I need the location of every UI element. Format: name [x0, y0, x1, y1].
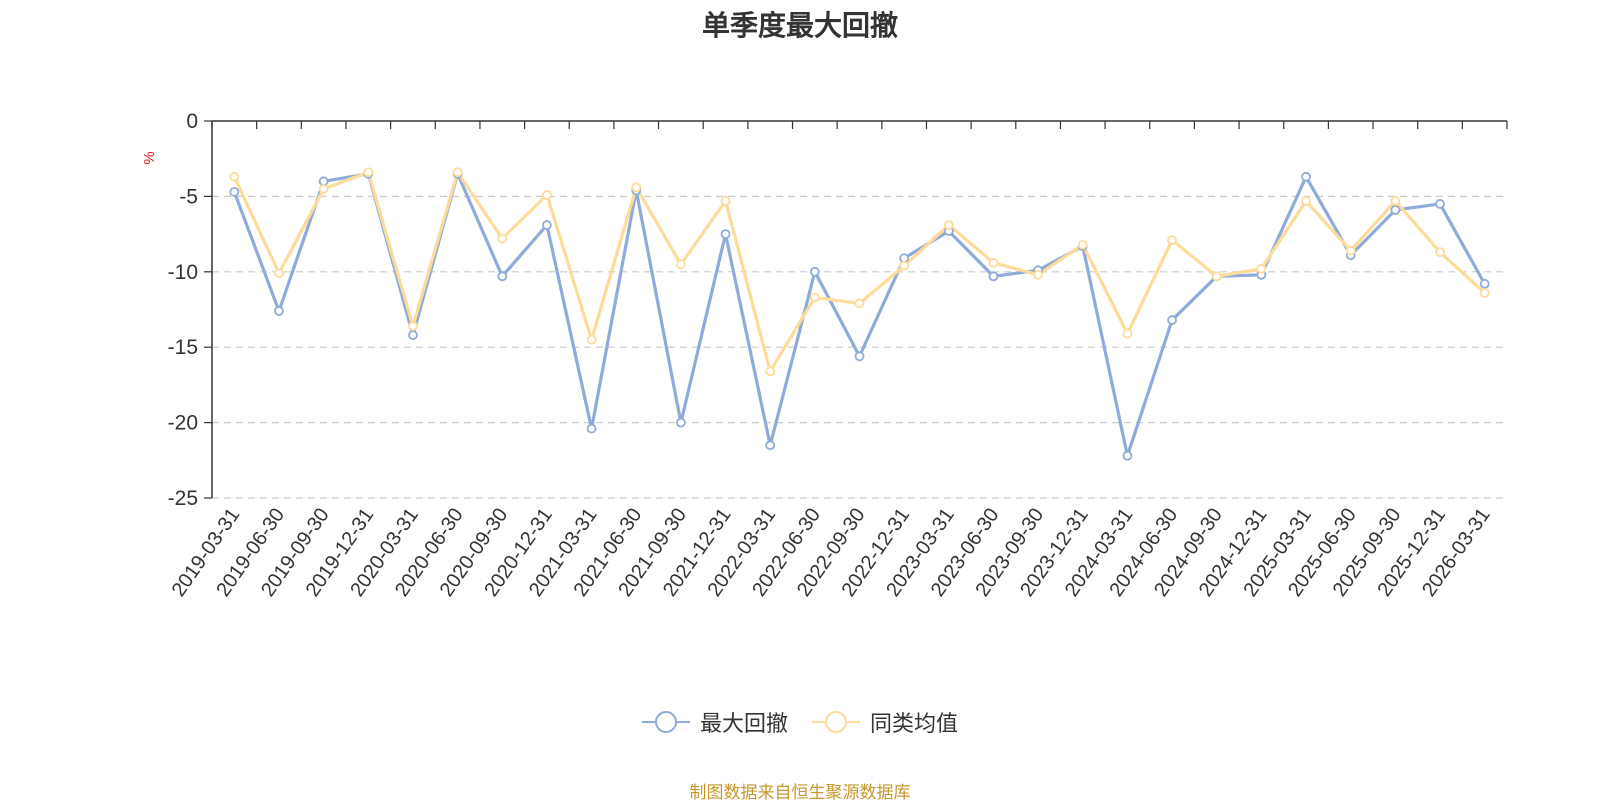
data-point	[1345, 245, 1356, 256]
data-point	[408, 330, 418, 341]
data-point	[720, 196, 731, 206]
data-point	[452, 167, 463, 178]
data-point	[274, 268, 284, 279]
data-point	[229, 171, 240, 182]
data-point	[1435, 247, 1445, 258]
data-point	[854, 351, 865, 362]
data-point	[720, 229, 731, 240]
data-point	[1390, 205, 1401, 215]
legend-line-marker-icon	[812, 711, 860, 733]
data-point	[1301, 171, 1311, 182]
y-tick-label: -25	[168, 487, 198, 510]
data-point	[1122, 328, 1133, 339]
data-point	[899, 260, 910, 271]
data-point	[1167, 315, 1177, 325]
data-point	[1390, 196, 1401, 206]
data-point	[542, 220, 552, 230]
legend: 最大回撤 同类均值	[0, 706, 1600, 738]
data-point	[809, 266, 820, 277]
data-point	[1256, 263, 1267, 274]
source-note: 制图数据来自恒生聚源数据库	[689, 783, 911, 803]
chart-title: 单季度最大回撤	[701, 9, 898, 42]
data-point	[988, 271, 999, 282]
data-point	[988, 257, 999, 268]
y-tick-label: -10	[168, 261, 198, 284]
data-point	[1033, 269, 1044, 280]
data-point	[631, 182, 642, 193]
data-point	[586, 334, 597, 345]
data-point	[1211, 271, 1222, 282]
data-point	[765, 366, 776, 377]
data-point	[675, 259, 686, 270]
y-tick-label: -5	[179, 185, 198, 208]
data-point	[1122, 450, 1133, 461]
data-point	[1435, 199, 1445, 209]
data-point	[497, 233, 508, 244]
y-axis-unit-label: %	[141, 151, 158, 164]
data-point	[363, 167, 374, 178]
legend-item-peer-average[interactable]: 同类均值	[812, 706, 958, 738]
data-point	[1301, 196, 1311, 206]
data-point	[497, 271, 508, 282]
data-point	[809, 292, 820, 303]
axis-layer: 0-5-10-15-20-252019-03-312019-06-302019-…	[168, 110, 1508, 601]
data-point	[586, 423, 597, 434]
data-point	[675, 417, 686, 428]
data-point	[854, 298, 865, 309]
legend-item-max-drawdown[interactable]: 最大回撤	[641, 706, 788, 738]
data-point	[765, 440, 776, 451]
data-point	[274, 306, 284, 316]
legend-label: 最大回撤	[699, 712, 788, 737]
data-point	[229, 186, 240, 197]
data-point	[408, 321, 418, 331]
legend-line-marker-icon	[641, 711, 690, 733]
grid-layer	[212, 195, 1507, 499]
y-tick-label: -15	[168, 336, 198, 359]
data-point	[542, 189, 552, 200]
series-layer	[229, 167, 1490, 461]
data-point	[318, 183, 329, 194]
data-point	[1167, 235, 1177, 246]
y-tick-label: 0	[186, 110, 198, 133]
data-point	[1479, 288, 1490, 298]
data-point	[1479, 278, 1490, 289]
data-point	[1077, 239, 1088, 250]
legend-label: 同类均值	[870, 712, 959, 737]
y-tick-label: -20	[168, 412, 198, 435]
data-point	[943, 220, 954, 230]
